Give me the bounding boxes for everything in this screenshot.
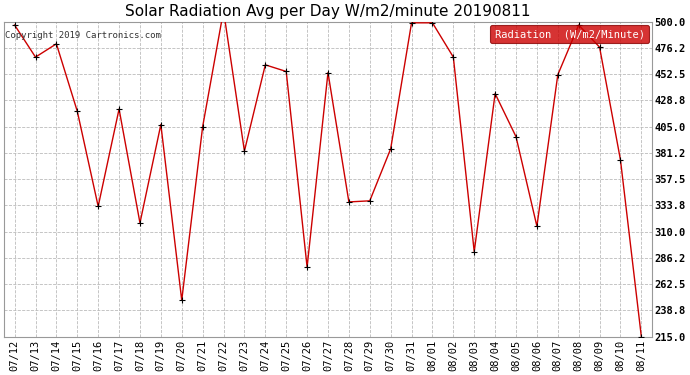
Text: Copyright 2019 Cartronics.com: Copyright 2019 Cartronics.com	[6, 31, 161, 40]
Legend: Radiation  (W/m2/Minute): Radiation (W/m2/Minute)	[491, 25, 649, 43]
Title: Solar Radiation Avg per Day W/m2/minute 20190811: Solar Radiation Avg per Day W/m2/minute …	[126, 4, 531, 19]
